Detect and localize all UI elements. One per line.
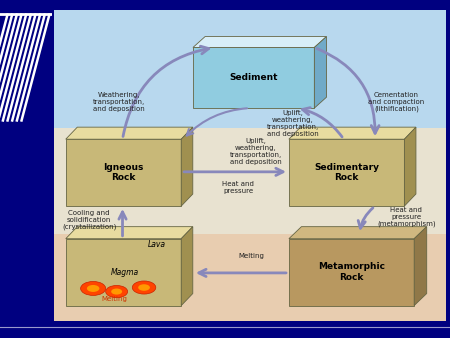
Ellipse shape [111, 289, 122, 295]
Polygon shape [405, 127, 416, 206]
Text: Cementation
and compaction
(lithification): Cementation and compaction (lithificatio… [369, 92, 425, 112]
Polygon shape [289, 127, 416, 139]
Ellipse shape [132, 281, 156, 294]
Polygon shape [181, 127, 193, 206]
Ellipse shape [87, 285, 99, 292]
Bar [66, 239, 181, 306]
Polygon shape [66, 127, 193, 139]
Bar [54, 128, 446, 234]
Text: Melting: Melting [102, 296, 128, 302]
Ellipse shape [106, 286, 128, 298]
Ellipse shape [138, 284, 150, 291]
Text: Metamorphic
Rock: Metamorphic Rock [318, 262, 385, 282]
Polygon shape [193, 37, 327, 47]
Text: Weathering,
transportation,
and deposition: Weathering, transportation, and depositi… [92, 92, 145, 112]
Text: Heat and
pressure: Heat and pressure [222, 181, 254, 194]
Text: Magma: Magma [110, 268, 139, 277]
Text: Melting: Melting [239, 253, 265, 259]
Bar [54, 10, 446, 128]
Text: Uplift,
weathering,
transportation,
and deposition: Uplift, weathering, transportation, and … [267, 110, 319, 137]
Text: Cooling and
solidification
(crystallization): Cooling and solidification (crystallizat… [62, 210, 117, 230]
Bar [289, 239, 414, 306]
Text: Uplift,
weathering,
transportation,
and deposition: Uplift, weathering, transportation, and … [230, 138, 282, 165]
Polygon shape [289, 227, 427, 239]
Polygon shape [315, 37, 327, 108]
Text: Lava: Lava [148, 240, 166, 249]
Ellipse shape [81, 282, 106, 295]
Bar [54, 234, 446, 321]
Text: Heat and
pressure
(metamorphism): Heat and pressure (metamorphism) [377, 207, 436, 227]
Bar [66, 139, 181, 206]
Text: Sedimentary
Rock: Sedimentary Rock [314, 163, 379, 182]
Polygon shape [66, 227, 193, 239]
Bar [193, 47, 315, 108]
Text: Igneous
Rock: Igneous Rock [104, 163, 144, 182]
Bar [289, 139, 405, 206]
Polygon shape [181, 227, 193, 306]
Text: Sediment: Sediment [230, 73, 278, 82]
Polygon shape [414, 227, 427, 306]
